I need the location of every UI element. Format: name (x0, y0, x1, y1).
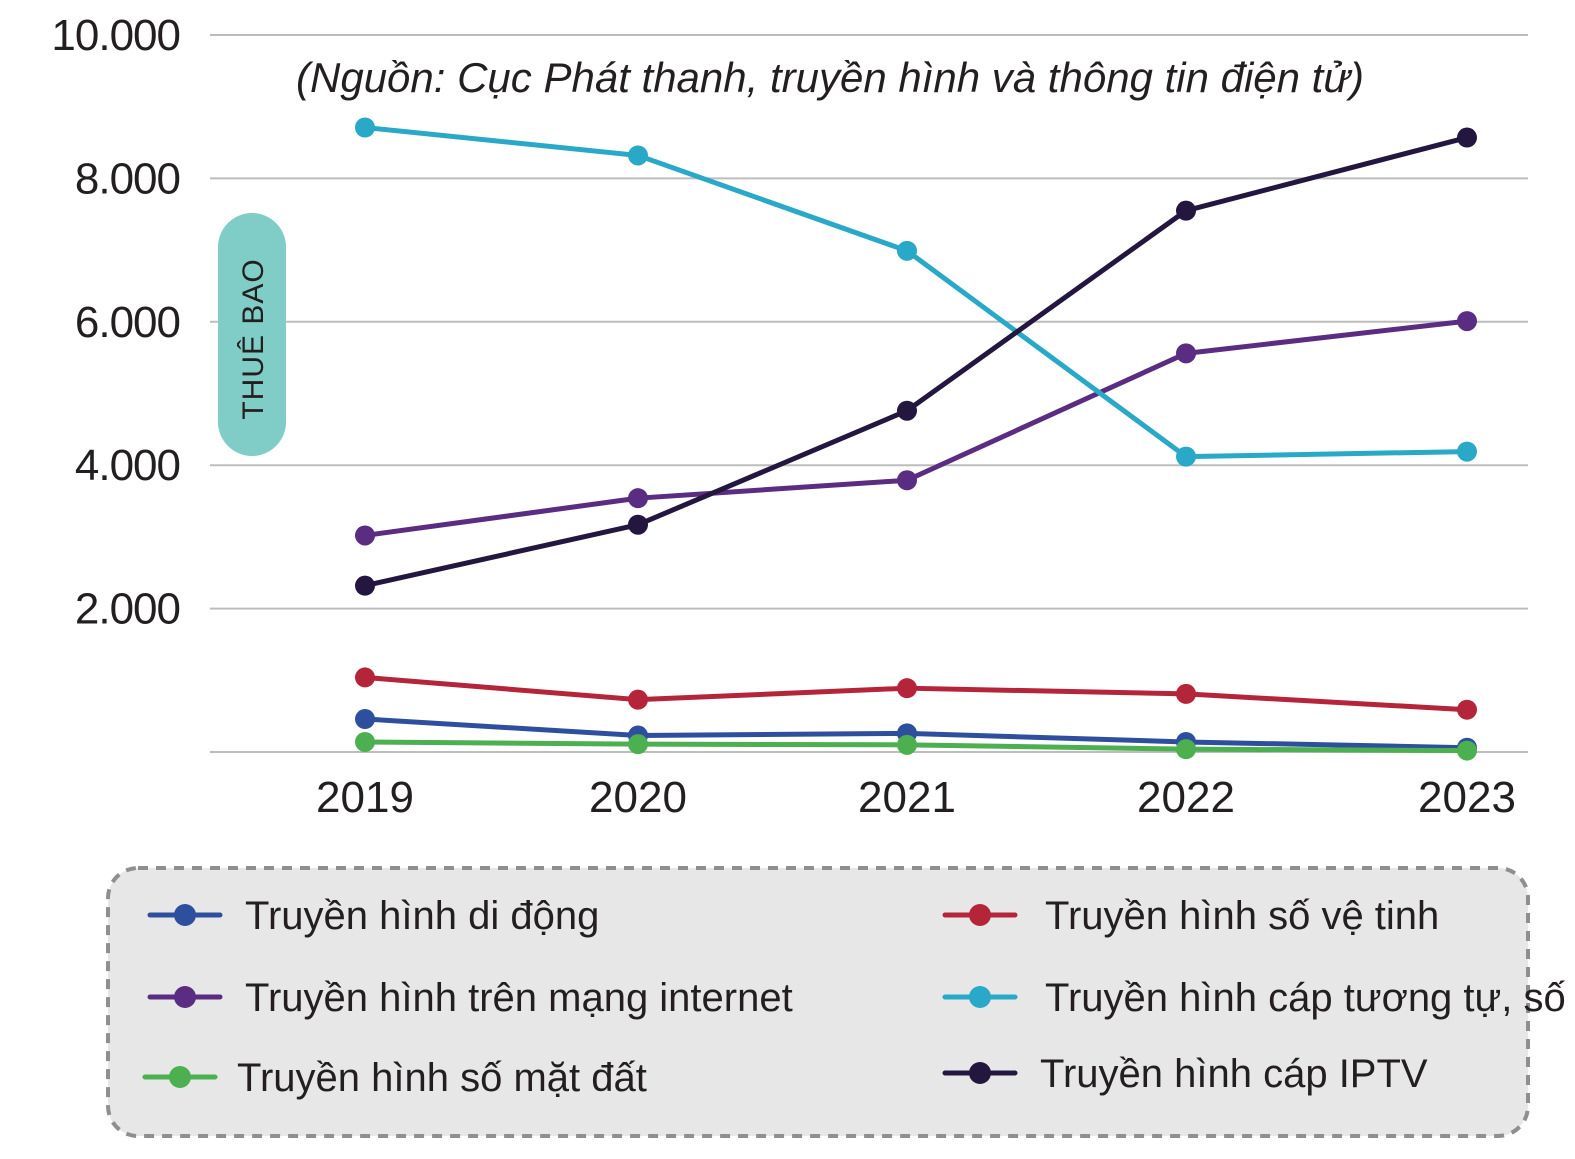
data-point (355, 117, 375, 138)
data-point (1457, 311, 1477, 332)
legend-label: Truyền hình trên mạng internet (245, 976, 793, 1020)
legend-box (106, 866, 1530, 1138)
legend-swatch-marker (174, 904, 196, 926)
chart-source: (Nguồn: Cục Phát thanh, truyền hình và t… (296, 54, 1364, 101)
legend-item: Truyền hình cáp tương tự, số (942, 976, 1566, 1020)
data-point (1176, 343, 1196, 364)
legend-swatch-marker (969, 1062, 991, 1084)
y-axis-label-pill (218, 213, 286, 456)
data-point (1457, 740, 1477, 761)
legend-item: Truyền hình số mặt đất (142, 1056, 647, 1100)
series-line (362, 318, 1470, 538)
y-axis-ticks: 2.000 4.000 6.000 8.000 10.000 (51, 11, 181, 634)
legend-items: Truyền hình di động Truyền hình trên mạng… (142, 894, 1566, 1100)
data-point (628, 734, 648, 755)
x-tick-label: 2022 (1137, 773, 1235, 822)
legend: Truyền hình di động Truyền hình trên mạng… (106, 866, 1566, 1138)
data-point (355, 731, 375, 752)
data-point (355, 667, 375, 688)
data-point (897, 678, 917, 699)
x-tick-label: 2020 (589, 773, 687, 822)
legend-swatch-marker (169, 1066, 191, 1088)
series-6 (355, 127, 1477, 596)
data-point (355, 709, 375, 730)
legend-item: Truyền hình số vệ tinh (942, 894, 1439, 938)
data-point (897, 734, 917, 755)
y-tick-label: 2.000 (75, 585, 180, 634)
x-tick-label: 2023 (1418, 773, 1516, 822)
data-point (897, 240, 917, 261)
legend-item: Truyền hình cáp IPTV (942, 1052, 1428, 1096)
x-axis-ticks: 2019 2020 2021 2022 2023 (316, 773, 1516, 822)
legend-swatch-marker (969, 904, 991, 926)
legend-label: Truyền hình số vệ tinh (1045, 894, 1439, 938)
data-point (1457, 127, 1477, 148)
data-point (628, 689, 648, 710)
data-point (1457, 699, 1477, 720)
data-point (1176, 683, 1196, 704)
data-point (1176, 739, 1196, 760)
y-tick-label: 8.000 (75, 154, 180, 203)
legend-label: Truyền hình di động (245, 894, 599, 938)
legend-label: Truyền hình số mặt đất (237, 1056, 647, 1100)
legend-item: Truyền hình di động (147, 894, 599, 938)
data-point (897, 400, 917, 421)
legend-label: Truyền hình cáp IPTV (1040, 1052, 1428, 1096)
y-axis-label: THUÊ BAO (218, 213, 286, 456)
y-tick-label: 10.000 (51, 11, 180, 60)
x-tick-label: 2021 (858, 773, 956, 822)
y-tick-label: 4.000 (75, 441, 180, 490)
data-point (1176, 200, 1196, 221)
data-point (355, 575, 375, 596)
series-line (362, 135, 1470, 589)
grid-lines (210, 34, 1528, 753)
series-3 (355, 731, 1477, 761)
legend-swatch-marker (969, 986, 991, 1008)
x-tick-label: 2019 (316, 773, 414, 822)
data-point (355, 525, 375, 546)
y-tick-label: 6.000 (75, 298, 180, 347)
data-point (628, 514, 648, 535)
legend-swatch-marker (174, 986, 196, 1008)
data-point (1176, 446, 1196, 467)
series-lines (355, 117, 1477, 761)
series-2 (355, 311, 1477, 546)
data-point (1457, 441, 1477, 462)
y-axis-label-text: THUÊ BAO (237, 258, 270, 419)
data-point (628, 145, 648, 166)
series-line (362, 674, 1470, 713)
legend-item: Truyền hình trên mạng internet (147, 976, 793, 1020)
legend-label: Truyền hình cáp tương tự, số (1045, 976, 1566, 1020)
data-point (897, 470, 917, 491)
series-5 (355, 117, 1477, 467)
data-point (628, 488, 648, 509)
series-4 (355, 667, 1477, 720)
